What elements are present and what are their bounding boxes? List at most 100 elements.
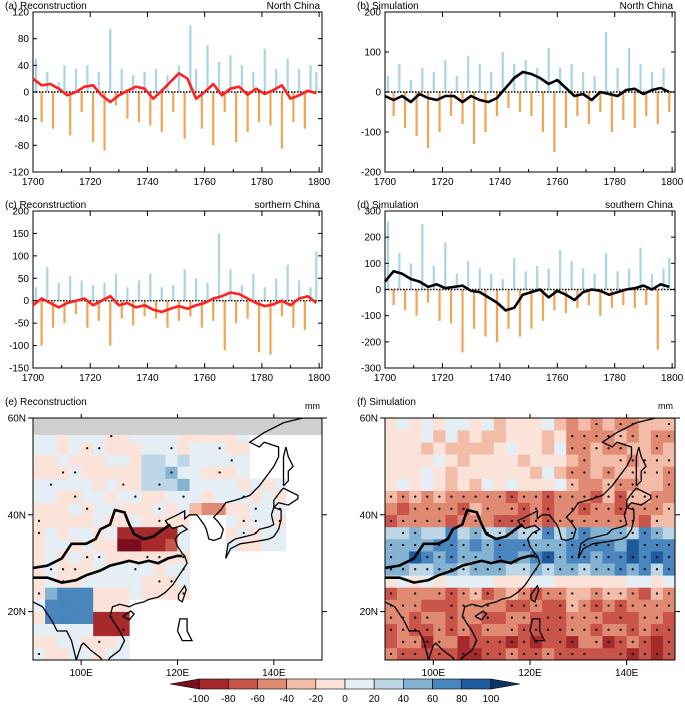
x-tick-label: 1700 — [374, 177, 397, 188]
y-tick-label: -300 — [361, 364, 381, 375]
grid-cell — [57, 442, 70, 455]
significance-dot — [667, 507, 671, 510]
grid-cell — [141, 442, 154, 455]
bar — [46, 72, 49, 92]
bar — [183, 269, 186, 301]
x-tick-label: 1740 — [489, 177, 512, 188]
bar — [518, 92, 522, 112]
grid-cell — [45, 454, 58, 467]
grid-cell — [69, 526, 82, 540]
significance-dot — [49, 568, 53, 571]
bar — [432, 72, 435, 92]
significance-dot — [158, 483, 161, 486]
significance-dot — [607, 604, 610, 607]
grid-cell — [542, 454, 555, 467]
grid-cell — [397, 442, 410, 455]
grid-cell — [69, 478, 82, 491]
region-label: sorthern China — [254, 200, 320, 211]
grid-cell — [385, 430, 398, 443]
significance-dot — [643, 568, 646, 571]
grid-cell — [530, 454, 543, 467]
bar — [252, 273, 255, 301]
grid-cell — [433, 430, 446, 443]
grid-cell — [33, 478, 46, 491]
significance-dot — [547, 507, 550, 510]
significance-dot — [182, 495, 185, 498]
grid-cell — [542, 478, 555, 491]
x-tick-label: 100E — [69, 668, 93, 679]
significance-dot — [643, 531, 646, 535]
grid-cell — [237, 466, 251, 479]
grid-cell — [433, 526, 446, 540]
significance-dot — [498, 568, 501, 571]
panel-title: (b) Simulation — [357, 1, 419, 12]
grid-cell — [81, 526, 94, 540]
significance-dot — [486, 628, 489, 631]
grid-cell — [385, 478, 398, 491]
grid-cell — [554, 454, 567, 467]
grid-cell — [141, 563, 154, 576]
x-tick-label: 1720 — [431, 373, 454, 384]
grid-cell — [93, 490, 106, 503]
panel-c: -150 -100 -50 0 50 100 150 200 1700 1720 1740 1760 1… — [5, 200, 331, 384]
x-tick-label: 1780 — [604, 177, 627, 188]
grid-cell — [33, 539, 46, 552]
bar — [645, 289, 648, 306]
significance-dot — [534, 604, 538, 607]
significance-dot — [583, 604, 586, 607]
bar — [132, 75, 135, 92]
y-tick-label: 300 — [364, 207, 381, 218]
grid-cell — [554, 575, 567, 588]
bar — [398, 64, 401, 92]
grid-cell — [237, 478, 251, 491]
bar — [610, 289, 613, 308]
colorbar-swatch — [344, 678, 375, 690]
grid-cell — [33, 611, 46, 624]
bar — [183, 92, 186, 139]
y-tick-label: 200 — [364, 8, 381, 19]
significance-dot — [438, 628, 441, 631]
bar — [392, 289, 395, 306]
grid-cell — [421, 442, 434, 455]
grid-cell — [662, 514, 675, 528]
bar — [386, 76, 389, 92]
grid-cell — [165, 490, 178, 503]
grid-cell — [57, 454, 70, 467]
significance-dot — [547, 652, 550, 656]
significance-dot — [571, 447, 574, 450]
grid-cell — [69, 514, 82, 528]
grid-cell — [57, 514, 70, 528]
grid-cell — [457, 442, 470, 455]
grid-cell — [177, 478, 190, 491]
bar — [74, 68, 78, 92]
significance-dot — [583, 459, 586, 462]
y-tick-label: -100 — [9, 341, 29, 352]
grid-cell — [433, 442, 446, 455]
bar — [415, 92, 418, 136]
grid-cell — [445, 575, 458, 588]
y-tick-label: 120 — [12, 8, 29, 19]
x-tick-label: 1800 — [661, 177, 684, 188]
bar — [114, 273, 118, 301]
grid-cell — [530, 430, 543, 443]
grid-cell — [261, 514, 275, 528]
grid-cell — [165, 587, 178, 600]
significance-dot — [158, 556, 161, 559]
significance-dot — [498, 640, 501, 643]
significance-dot — [595, 422, 598, 426]
grid-cell — [385, 466, 398, 479]
significance-dot — [534, 495, 538, 498]
significance-dot — [134, 495, 137, 498]
bar — [559, 68, 562, 92]
significance-dot — [547, 519, 550, 522]
series-line — [384, 70, 670, 104]
bar — [80, 92, 83, 112]
significance-dot — [559, 592, 562, 595]
bar — [536, 265, 539, 290]
bar — [120, 68, 123, 92]
grid-cell — [237, 442, 251, 455]
grid-cell — [69, 599, 82, 612]
grid-cell — [165, 526, 178, 540]
grid-cell — [554, 502, 567, 516]
